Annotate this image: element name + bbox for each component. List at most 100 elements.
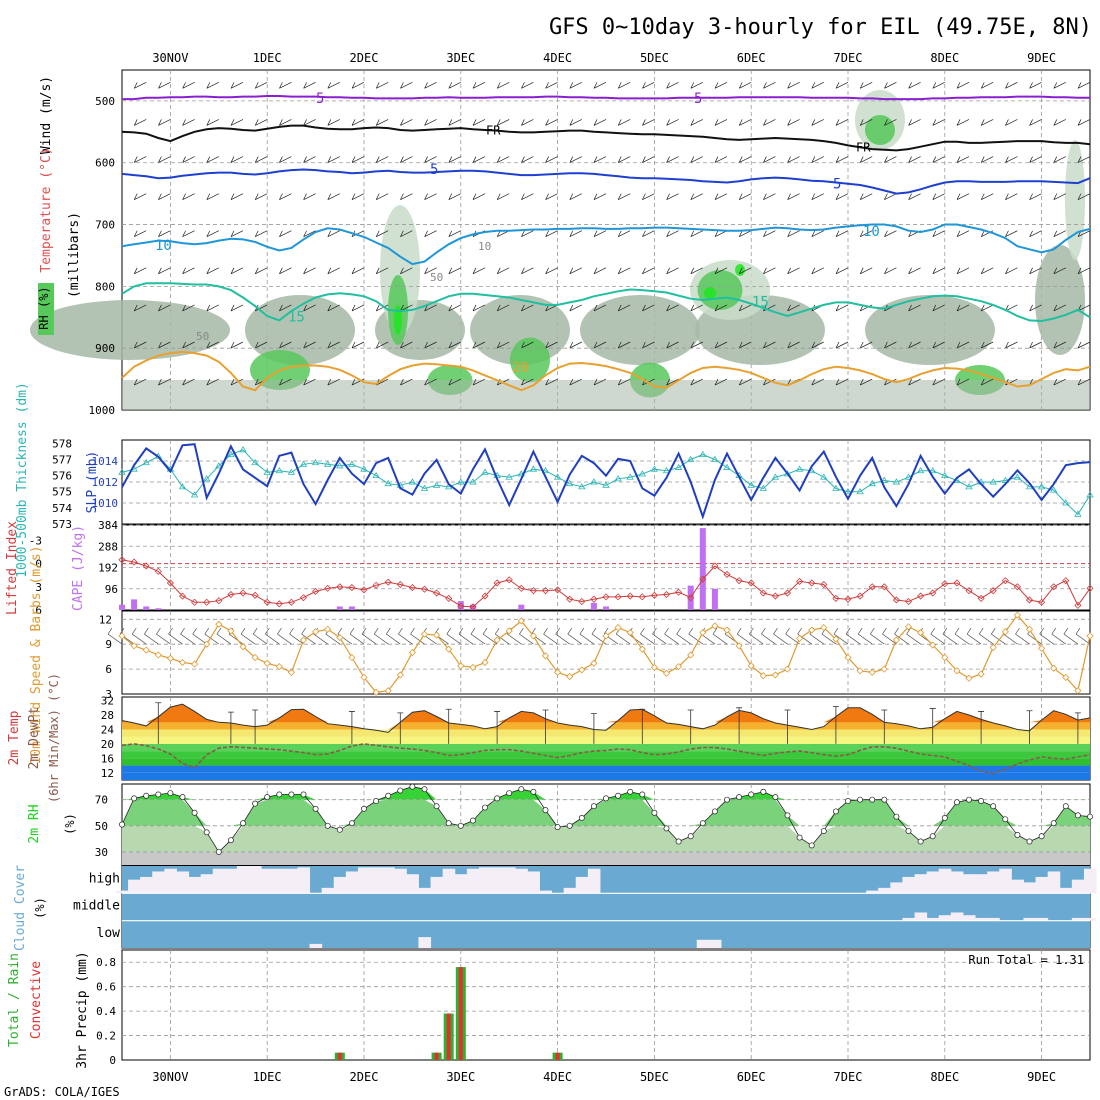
wind-speed-point [953, 667, 961, 675]
surface-wind-barb [966, 627, 982, 645]
wind-barb [956, 193, 970, 200]
wind-barb [738, 82, 752, 89]
thickness-tick-label: 574 [52, 502, 72, 515]
lifted-tick-label: -3 [29, 534, 42, 547]
surface-wind-barb [954, 627, 970, 645]
lifted-index-point [493, 579, 501, 587]
thickness-point [263, 468, 271, 475]
thickness-point [965, 483, 973, 490]
cloud-clear-cell [297, 867, 311, 894]
wind-barb [400, 156, 413, 163]
lifted-index-point [481, 592, 489, 600]
contour-label: 10 [155, 238, 172, 254]
wind-barb [400, 82, 413, 89]
wind-speed-point [832, 635, 840, 643]
surface-wind-barb [1075, 627, 1091, 645]
cloud-level-label: high [89, 871, 120, 886]
thickness-point [868, 479, 876, 487]
wind-barb [859, 82, 873, 89]
thickness-point [747, 481, 755, 488]
surface-wind-barb [519, 627, 534, 645]
wind-barb [351, 304, 365, 312]
cloud-clear-cell [140, 876, 153, 894]
lifted-index-point [590, 595, 598, 603]
wind-speed-point [590, 659, 598, 667]
surface-wind-barb [833, 627, 849, 645]
date-tick-label: 2DEC [350, 1070, 379, 1084]
wind-barb [1029, 304, 1042, 312]
cape-bar [603, 606, 609, 610]
thickness-point [832, 484, 840, 491]
wind-speed-point [892, 636, 900, 644]
cloud-clear-cell [478, 867, 492, 894]
thickness-point [481, 468, 489, 475]
contour-label: 5 [316, 91, 324, 107]
slp-tick-label: 1010 [92, 497, 119, 510]
rh-shade [1035, 245, 1085, 355]
temp-min-max-bar [252, 709, 259, 744]
thickness-point [1013, 473, 1022, 480]
wind-barb [133, 156, 147, 163]
isotherm-line [121, 124, 1091, 152]
cloud-clear-cell [442, 868, 456, 894]
wind-barb [569, 230, 582, 238]
wind-barb [472, 378, 486, 386]
surface-wind-barb [168, 627, 183, 645]
wind-barb [666, 378, 679, 386]
cape-tick-label: 384 [98, 519, 118, 532]
rh-point [554, 824, 561, 831]
wind-barb [884, 119, 897, 126]
thickness-point [432, 481, 441, 488]
wind-barb [496, 156, 510, 163]
rh-point [433, 803, 440, 810]
thickness-point [457, 478, 465, 485]
contour-label: 15 [752, 294, 769, 310]
wind-barb [787, 193, 800, 200]
wind-barb [884, 267, 897, 275]
wind-barb [859, 267, 873, 275]
cloud-level-label: middle [73, 899, 120, 914]
wind-barb [496, 341, 510, 349]
wind-speed-point [178, 658, 187, 667]
cloud-clear-cell [321, 887, 335, 894]
surface-wind-barb [579, 627, 595, 645]
thickness-point [892, 478, 901, 485]
wind-speed-point [675, 663, 683, 671]
rh-point [288, 791, 295, 798]
lifted-index-point [408, 584, 416, 592]
precip-tick-label: 0.8 [96, 956, 116, 969]
wind-barb [908, 119, 921, 126]
wind-barb [980, 156, 994, 163]
thickness-point [650, 465, 659, 472]
wind-barb [714, 378, 728, 386]
wind-barb [811, 156, 824, 163]
wind-barb [254, 82, 268, 89]
surface-wind-barb [785, 627, 800, 645]
thickness-point [590, 478, 598, 485]
wind-barb [690, 82, 703, 89]
wind-barb [980, 304, 994, 312]
wind-barb [1053, 341, 1066, 349]
contour-label: 20 [512, 360, 529, 376]
lifted-index-point [299, 594, 308, 602]
surface-wind-barb [301, 627, 316, 645]
wind-speed-point [554, 668, 562, 676]
wind-barb [375, 193, 389, 200]
cloud-clear-cell [515, 868, 528, 894]
wind-barb [617, 304, 631, 312]
slp-tick-label: 1012 [92, 476, 119, 489]
thickness-point [626, 473, 634, 480]
wind-speed-point [868, 668, 876, 676]
wind-speed-point [517, 617, 525, 625]
wind-barb [908, 82, 921, 89]
wind-barb [521, 304, 534, 312]
wind-barb [835, 193, 849, 200]
surface-wind-barb [1015, 627, 1030, 645]
cloud-clear-cell [1023, 917, 1037, 921]
thickness-point [505, 473, 513, 480]
lifted-index-point [941, 580, 949, 588]
wind-barb [908, 156, 921, 163]
wind-barb [738, 267, 752, 275]
wind-barb [884, 82, 897, 89]
lifted-index-point [868, 583, 876, 591]
